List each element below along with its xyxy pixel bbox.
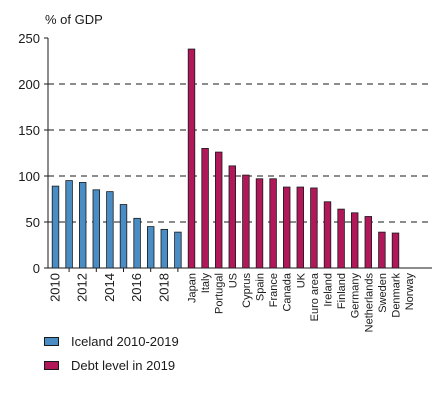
bar-2014 — [106, 191, 114, 269]
bar-sweden — [378, 231, 386, 269]
bar-2015 — [119, 204, 128, 269]
bar-canada — [282, 186, 291, 269]
x-tick-label: 2016 — [129, 273, 144, 302]
x-tick-label: 2014 — [102, 273, 117, 302]
bar-italy — [201, 147, 209, 269]
y-tick-label: 150 — [18, 123, 40, 138]
y-tick-label: 200 — [18, 77, 40, 92]
x-tick-label: Netherlands — [363, 273, 375, 333]
legend-swatch-iceland — [44, 337, 59, 346]
x-tick-label: Portugal — [214, 273, 226, 314]
x-tick-label: 2018 — [156, 273, 171, 302]
x-tick-label: Germany — [350, 273, 362, 319]
bar-2010 — [51, 185, 60, 269]
y-tick-label: 0 — [33, 261, 40, 276]
bar-finland — [337, 208, 345, 269]
x-tick-label: 2010 — [48, 273, 63, 302]
bar-france — [269, 178, 277, 269]
bar-japan — [187, 48, 196, 269]
bar-2018 — [160, 228, 168, 269]
bar-2017 — [146, 226, 155, 269]
x-tick-label: Cyprus — [241, 273, 253, 308]
x-tick-label: Japan — [187, 273, 199, 303]
bar-netherlands — [364, 216, 372, 269]
bar-cyprus — [242, 174, 250, 269]
legend-item-iceland: Iceland 2010-2019 — [44, 334, 179, 349]
bar-2011 — [65, 180, 73, 269]
bar-ireland — [323, 201, 332, 269]
x-tick-label: 2012 — [75, 273, 90, 302]
x-tick-label: Ireland — [323, 273, 335, 307]
bar-germany — [350, 212, 359, 269]
bar-euro-area — [310, 187, 318, 269]
legend-swatch-debt — [44, 361, 59, 370]
y-tick-label: 250 — [18, 31, 40, 46]
bar-portugal — [214, 151, 223, 269]
x-tick-label: Euro area — [309, 272, 321, 321]
legend-label-debt: Debt level in 2019 — [71, 358, 176, 373]
y-tick-label: 100 — [18, 169, 40, 184]
bar-denmark — [391, 232, 400, 269]
bar-2016 — [133, 217, 141, 269]
x-tick-label: Denmark — [391, 273, 403, 318]
x-tick-label: Spain — [255, 273, 267, 301]
x-tick-label: Norway — [404, 273, 416, 311]
bar-2019 — [174, 231, 182, 269]
bar-2012 — [79, 182, 87, 269]
bar-us — [228, 165, 236, 269]
x-tick-label: France — [268, 273, 280, 307]
x-tick-label: UK — [295, 272, 307, 288]
x-tick-label: Finland — [336, 273, 348, 309]
y-tick-label: 50 — [26, 215, 40, 230]
x-tick-label: Italy — [200, 273, 212, 294]
bar-spain — [255, 178, 264, 269]
bar-uk — [296, 186, 304, 269]
y-axis-label: % of GDP — [45, 12, 103, 27]
legend-item-debt: Debt level in 2019 — [44, 358, 175, 373]
x-tick-label: Sweden — [377, 273, 389, 313]
legend-label-iceland: Iceland 2010-2019 — [71, 334, 179, 349]
x-tick-label: US — [227, 273, 239, 288]
x-tick-label: Canada — [282, 272, 294, 311]
bar-2013 — [92, 189, 100, 269]
